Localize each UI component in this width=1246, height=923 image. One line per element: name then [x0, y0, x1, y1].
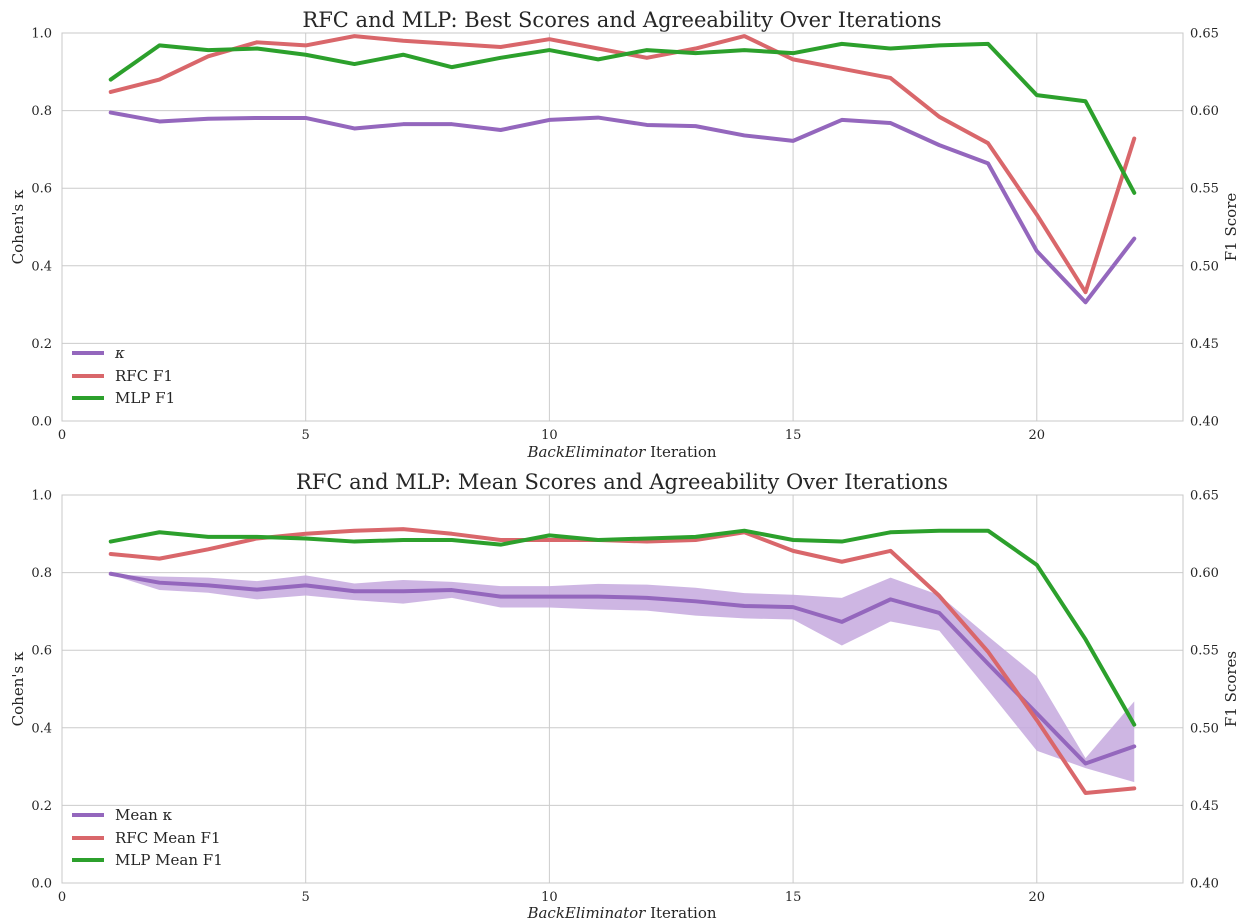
legend-label-mean-kappa: Mean κ — [115, 806, 173, 824]
y-gridlines — [62, 110, 1183, 344]
legend-label-mlp: MLP F1 — [115, 389, 175, 407]
chart-best-scores: RFC and MLP: Best Scores and Agreeabilit… — [9, 8, 1240, 461]
series-line-kappa — [108, 110, 1137, 305]
y-tick-label: 0.2 — [31, 337, 52, 352]
legend: Mean κ RFC Mean F1 MLP Mean F1 — [72, 806, 223, 869]
y2-tick-labels: 0.40 0.45 0.50 0.55 0.60 0.65 — [1190, 489, 1219, 892]
series-line-mean-kappa — [108, 571, 1137, 766]
legend-label-mlp-mean: MLP Mean F1 — [115, 851, 223, 869]
y-tick-label: 0.8 — [31, 566, 52, 581]
y-tick-labels: 0.0 0.2 0.4 0.6 0.8 1.0 — [31, 27, 52, 430]
y-tick-labels: 0.0 0.2 0.4 0.6 0.8 1.0 — [31, 489, 52, 892]
y-tick-label: 1.0 — [31, 27, 52, 42]
y-tick-label: 0.0 — [31, 877, 52, 892]
y2-tick-label: 0.45 — [1190, 337, 1219, 352]
y-tick-label: 0.2 — [31, 799, 52, 814]
y-tick-label: 0.6 — [31, 182, 52, 197]
y2-tick-label: 0.40 — [1190, 877, 1219, 892]
y2-tick-label: 0.40 — [1190, 415, 1219, 430]
y2-tick-label: 0.55 — [1190, 182, 1219, 197]
legend-label-kappa: κ — [114, 344, 125, 362]
y-tick-label: 0.6 — [31, 644, 52, 659]
y-tick-label: 0.4 — [31, 259, 52, 274]
x-tick-label: 0 — [58, 428, 66, 443]
x-tick-labels: 0 5 10 15 20 — [58, 428, 1045, 443]
y-tick-label: 0.0 — [31, 415, 52, 430]
y2-tick-label: 0.55 — [1190, 644, 1219, 659]
legend: κ RFC F1 MLP F1 — [72, 344, 175, 407]
x-tick-labels: 0 5 10 15 20 — [58, 890, 1045, 905]
x-tick-label: 10 — [541, 428, 558, 443]
series-line-mlp-f1 — [108, 41, 1137, 195]
y2-tick-label: 0.60 — [1190, 104, 1219, 119]
legend-label-rfc-mean: RFC Mean F1 — [115, 829, 221, 847]
y2-axis-label: F1 Score — [1222, 193, 1240, 262]
y2-tick-label: 0.65 — [1190, 27, 1219, 42]
y-tick-label: 0.4 — [31, 721, 52, 736]
plot-frame — [61, 32, 1184, 422]
y-axis-label: Cohen's κ — [9, 651, 27, 726]
band-layer — [110, 574, 1135, 783]
x-tick-label: 20 — [1029, 428, 1046, 443]
series-line-mlp-mean-f1 — [108, 528, 1137, 727]
x-axis-label: BackEliminator Iteration — [526, 443, 716, 461]
y2-tick-label: 0.60 — [1190, 566, 1219, 581]
x-tick-label: 5 — [302, 428, 310, 443]
series-lines — [108, 527, 1137, 795]
legend-label-rfc: RFC F1 — [115, 367, 173, 385]
y2-tick-label: 0.50 — [1190, 721, 1219, 736]
x-tick-label: 15 — [785, 890, 802, 905]
chart-title: RFC and MLP: Mean Scores and Agreeabilit… — [296, 470, 948, 494]
chart-mean-scores: RFC and MLP: Mean Scores and Agreeabilit… — [9, 470, 1240, 922]
y2-tick-labels: 0.40 0.45 0.50 0.55 0.60 0.65 — [1190, 27, 1219, 430]
plot-frame — [61, 494, 1184, 884]
y-axis-label: Cohen's κ — [9, 189, 27, 264]
y-tick-label: 0.8 — [31, 104, 52, 119]
x-gridlines — [305, 33, 1038, 421]
y2-tick-label: 0.45 — [1190, 799, 1219, 814]
y-tick-label: 1.0 — [31, 489, 52, 504]
chart-title: RFC and MLP: Best Scores and Agreeabilit… — [302, 8, 941, 32]
y2-tick-label: 0.50 — [1190, 259, 1219, 274]
kappa-range-band — [110, 574, 1135, 783]
x-tick-label: 15 — [785, 428, 802, 443]
x-tick-label: 0 — [58, 890, 66, 905]
plot-area — [62, 33, 1183, 421]
series-lines — [108, 34, 1137, 305]
x-axis-label: BackEliminator Iteration — [526, 904, 716, 922]
y2-axis-label: F1 Scores — [1222, 651, 1240, 727]
x-tick-label: 5 — [302, 890, 310, 905]
x-tick-label: 20 — [1029, 890, 1046, 905]
x-tick-label: 10 — [541, 890, 558, 905]
y2-tick-label: 0.65 — [1190, 489, 1219, 504]
